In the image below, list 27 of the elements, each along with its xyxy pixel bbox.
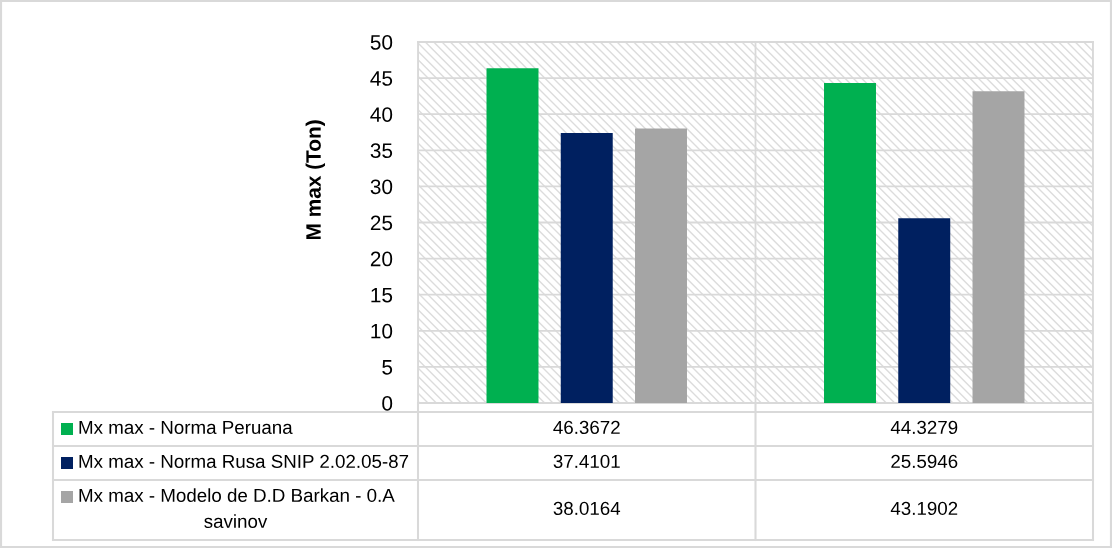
y-tick-label: 50 (370, 35, 393, 50)
y-tick-label: 15 (371, 287, 393, 303)
y-tick-label: 20 (370, 251, 393, 267)
data-label: 25.5946 (891, 454, 958, 469)
bar (972, 91, 1025, 403)
y-tick-label: 25 (370, 215, 393, 231)
y-axis-title: M max (Ton) (305, 120, 325, 240)
data-label: 44.3279 (890, 420, 958, 435)
y-tick-label: 10 (371, 323, 393, 339)
legend-label: Mx max - Norma Rusa SNIP 2.02.05-87 (79, 454, 409, 469)
y-tick-label: 0 (382, 396, 393, 411)
y-tick-label: 5 (382, 360, 393, 375)
y-tick-label: 30 (370, 179, 393, 195)
data-label: 46.3672 (553, 420, 620, 435)
legend-label: Mx max - Norma Peruana (79, 420, 293, 435)
bar (824, 82, 876, 403)
legend-label: Mx max - Modelo de D.D Barkan - 0.A savinov (79, 488, 395, 529)
y-tick-label: 45 (370, 71, 393, 86)
bar (635, 128, 687, 403)
data-label: 38.0164 (553, 501, 621, 516)
data-label: 43.1902 (890, 501, 958, 516)
bar (898, 218, 951, 403)
bar (560, 132, 613, 403)
data-label: 37.4101 (553, 454, 620, 469)
y-tick-label: 35 (370, 143, 393, 159)
y-tick-label: 40 (370, 107, 393, 122)
bar (486, 68, 539, 403)
